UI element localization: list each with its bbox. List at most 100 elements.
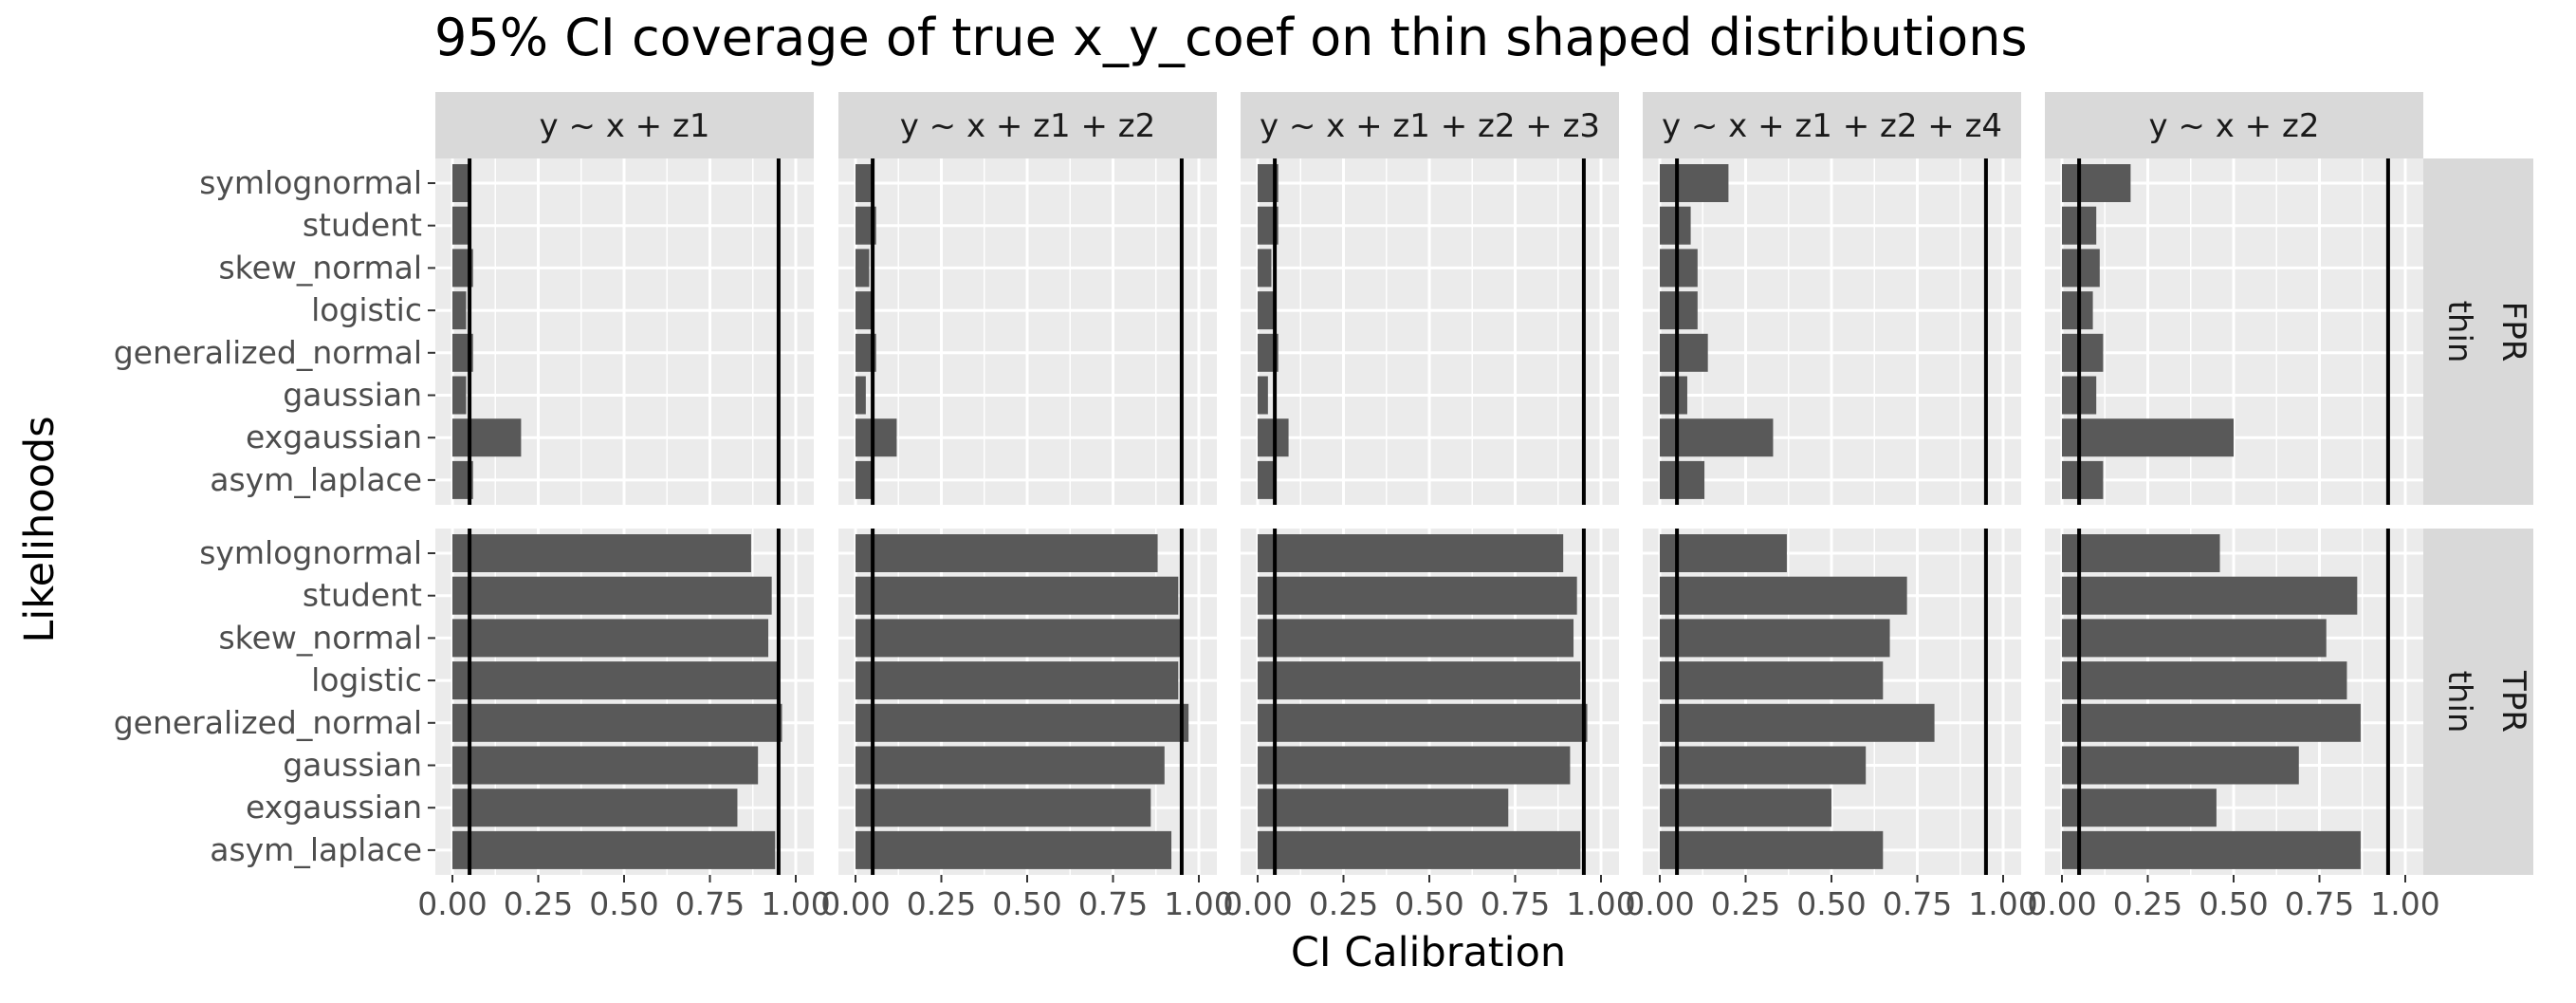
x-tick-label: 0.25	[1711, 885, 1780, 922]
facet-strip	[1241, 92, 1619, 158]
bar-logistic	[2062, 661, 2347, 700]
bar-gaussian	[1660, 376, 1687, 415]
row-strip-label: thin	[2440, 301, 2478, 363]
row-strip	[2421, 158, 2533, 505]
bar-skew_normal	[452, 619, 769, 658]
x-tick-label: 0.25	[907, 885, 976, 922]
bar-exgaussian	[856, 789, 1151, 827]
y-tick-label: generalized_normal	[114, 334, 422, 371]
bar-student	[1660, 576, 1907, 615]
bar-logistic	[1660, 661, 1884, 700]
bar-gaussian	[2062, 746, 2299, 785]
bar-logistic	[856, 291, 874, 330]
facet-strip-label: y ~ x + z2	[2149, 107, 2320, 145]
y-tick-label: logistic	[311, 661, 422, 698]
x-tick-label: 0.75	[2285, 885, 2354, 922]
y-tick-label: logistic	[311, 291, 422, 328]
bar-student	[452, 576, 772, 615]
bar-gaussian	[452, 746, 759, 785]
y-tick-label: student	[303, 207, 422, 244]
facet-strip-label: y ~ x + z1 + z2 + z3	[1260, 107, 1600, 145]
bar-logistic	[1258, 661, 1581, 700]
y-tick-label: generalized_normal	[114, 704, 422, 741]
x-tick-label: 1.00	[1968, 885, 2037, 922]
y-tick-label: skew_normal	[218, 619, 422, 656]
facet-strip	[2045, 92, 2423, 158]
x-tick-label: 0.00	[1625, 885, 1694, 922]
bar-gaussian	[856, 376, 866, 415]
y-tick-label: asym_laplace	[210, 461, 422, 498]
facet-strip	[1643, 92, 2021, 158]
bar-asym_laplace	[2062, 460, 2104, 499]
facet-strip-label: y ~ x + z1 + z2 + z4	[1662, 107, 2002, 145]
bar-exgaussian	[452, 418, 522, 457]
bar-symlognormal	[856, 164, 874, 202]
x-tick-label: 0.75	[1481, 885, 1550, 922]
bar-gaussian	[856, 746, 1165, 785]
bar-symlognormal	[1660, 164, 1729, 202]
bar-logistic	[452, 291, 467, 330]
bar-generalized_normal	[1660, 333, 1708, 372]
facet-strip	[838, 92, 1217, 158]
x-axis-title: CI Calibration	[1291, 929, 1566, 976]
y-tick-label: asym_laplace	[210, 831, 422, 868]
x-tick-label: 1.00	[761, 885, 830, 922]
row-strip	[2421, 529, 2533, 875]
bar-logistic	[452, 661, 779, 700]
x-tick-label: 1.00	[1566, 885, 1635, 922]
x-tick-label: 0.25	[1309, 885, 1378, 922]
bar-logistic	[1258, 291, 1276, 330]
bar-symlognormal	[1660, 534, 1787, 572]
x-tick-label: 0.00	[2027, 885, 2096, 922]
bar-symlognormal	[1258, 534, 1564, 572]
x-tick-label: 0.50	[992, 885, 1061, 922]
bar-generalized_normal	[1258, 703, 1588, 742]
y-tick-label: symlognormal	[199, 164, 422, 201]
bar-symlognormal	[856, 534, 1158, 572]
facet-strip-label: y ~ x + z1	[540, 107, 710, 145]
row-strip-label: TPR	[2494, 670, 2532, 733]
bar-gaussian	[1258, 376, 1268, 415]
x-tick-label: 0.25	[2113, 885, 2182, 922]
bar-exgaussian	[1660, 789, 1831, 827]
bar-generalized_normal	[2062, 703, 2361, 742]
bar-skew_normal	[2062, 619, 2327, 658]
bar-exgaussian	[2062, 789, 2217, 827]
bar-asym_laplace	[1258, 460, 1276, 499]
y-axis-title: Likelihoods	[16, 416, 64, 642]
bar-asym_laplace	[2062, 830, 2361, 869]
x-tick-label: 0.75	[1078, 885, 1148, 922]
bar-generalized_normal	[452, 703, 782, 742]
x-tick-label: 0.50	[1796, 885, 1866, 922]
facet-strip-label: y ~ x + z1 + z2	[900, 107, 1156, 145]
bar-symlognormal	[2062, 534, 2220, 572]
y-tick-label: student	[303, 577, 422, 614]
bar-gaussian	[452, 376, 467, 415]
x-tick-label: 0.50	[589, 885, 658, 922]
x-tick-label: 0.00	[417, 885, 487, 922]
row-strip-label: thin	[2440, 671, 2478, 734]
bar-skew_normal	[856, 619, 1182, 658]
bar-asym_laplace	[856, 460, 874, 499]
bar-skew_normal	[1660, 619, 1890, 658]
bar-generalized_normal	[856, 703, 1189, 742]
bar-asym_laplace	[1258, 830, 1581, 869]
bar-gaussian	[1660, 746, 1867, 785]
bar-skew_normal	[1258, 249, 1272, 288]
facet-strip	[435, 92, 814, 158]
bar-symlognormal	[452, 534, 751, 572]
bar-generalized_normal	[1660, 703, 1935, 742]
x-tick-label: 0.25	[504, 885, 573, 922]
chart-title: 95% CI coverage of true x_y_coef on thin…	[434, 8, 2028, 67]
x-tick-label: 1.00	[2370, 885, 2439, 922]
bar-asym_laplace	[856, 830, 1172, 869]
bar-student	[2062, 576, 2358, 615]
bar-skew_normal	[856, 249, 870, 288]
row-strip-label: FPR	[2494, 302, 2532, 362]
bar-asym_laplace	[452, 830, 776, 869]
x-tick-label: 0.75	[675, 885, 745, 922]
bar-generalized_normal	[2062, 333, 2104, 372]
bar-asym_laplace	[1660, 460, 1705, 499]
